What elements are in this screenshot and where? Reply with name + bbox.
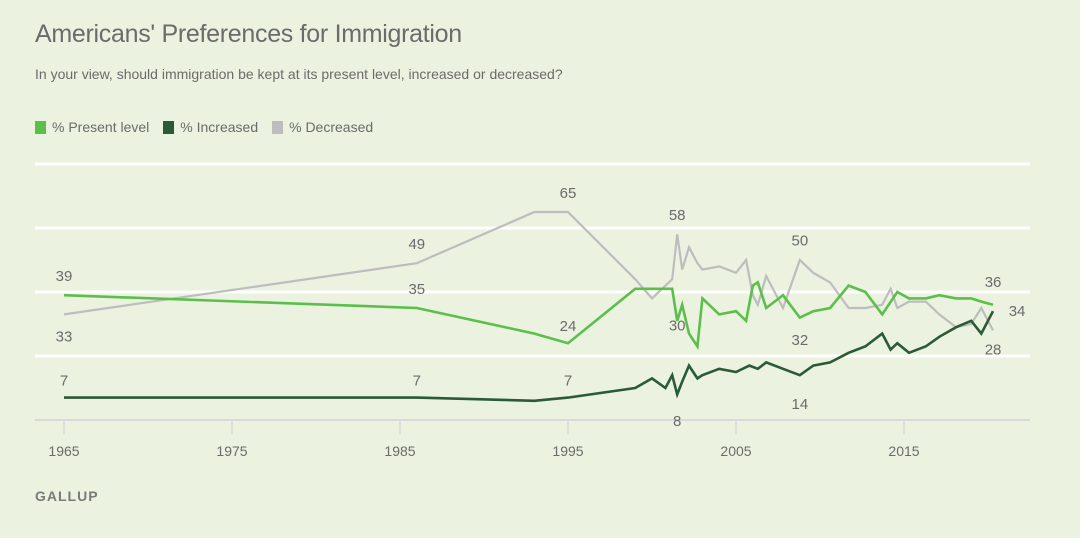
data-label: 24 bbox=[560, 318, 577, 335]
source-label: GALLUP bbox=[35, 488, 99, 504]
data-label: 7 bbox=[413, 373, 421, 390]
x-axis: 1965 1975 1985 1995 2005 2015 bbox=[35, 419, 1030, 459]
data-label: 8 bbox=[673, 413, 681, 430]
x-tick-label-1965: 1965 bbox=[48, 443, 79, 459]
legend-label-decreased: % Decreased bbox=[289, 119, 374, 135]
data-label: 28 bbox=[985, 341, 1002, 358]
legend-swatch-present-level bbox=[35, 120, 46, 134]
legend-swatch-decreased bbox=[272, 120, 284, 134]
legend: % Present level % Increased % Decreased bbox=[35, 119, 373, 135]
x-tick-label-2015: 2015 bbox=[888, 443, 919, 459]
series-line-increased bbox=[64, 310, 995, 403]
chart-title: Americans' Preferences for Immigration bbox=[35, 20, 462, 48]
x-tick-label-2005: 2005 bbox=[720, 443, 751, 459]
legend-item-increased: % Increased bbox=[163, 119, 258, 135]
x-tick-label-1975: 1975 bbox=[216, 443, 247, 459]
data-label: 58 bbox=[669, 207, 686, 224]
legend-swatch-increased bbox=[163, 120, 175, 134]
gridlines bbox=[35, 162, 1030, 358]
data-label: 30 bbox=[669, 317, 686, 334]
legend-label-present-level: % Present level bbox=[52, 119, 150, 135]
data-label: 35 bbox=[408, 281, 425, 298]
data-label: 14 bbox=[791, 396, 808, 413]
data-label: 32 bbox=[791, 332, 808, 349]
data-label: 39 bbox=[56, 268, 73, 285]
series-line-decreased bbox=[63, 210, 994, 331]
data-labels: 39 35 24 36 33 49 65 58 50 28 7 7 7 8 30 32 14 34 bbox=[56, 185, 1026, 430]
chart-subtitle: In your view, should immigration be kept… bbox=[35, 66, 563, 82]
series-lines bbox=[63, 210, 995, 403]
data-label: 49 bbox=[408, 236, 425, 253]
x-tick-label-1985: 1985 bbox=[384, 443, 415, 459]
data-label: 33 bbox=[56, 329, 73, 346]
series-line-present-level bbox=[63, 280, 994, 351]
data-label: 7 bbox=[564, 373, 572, 390]
x-tick-label-1995: 1995 bbox=[552, 443, 583, 459]
legend-label-increased: % Increased bbox=[180, 119, 259, 135]
data-label: 50 bbox=[791, 233, 808, 250]
data-label: 36 bbox=[985, 274, 1002, 291]
data-label: 34 bbox=[1009, 303, 1026, 320]
data-label: 65 bbox=[560, 185, 577, 202]
data-label: 7 bbox=[60, 373, 68, 390]
legend-item-present-level: % Present level bbox=[35, 119, 149, 135]
legend-item-decreased: % Decreased bbox=[272, 119, 373, 135]
